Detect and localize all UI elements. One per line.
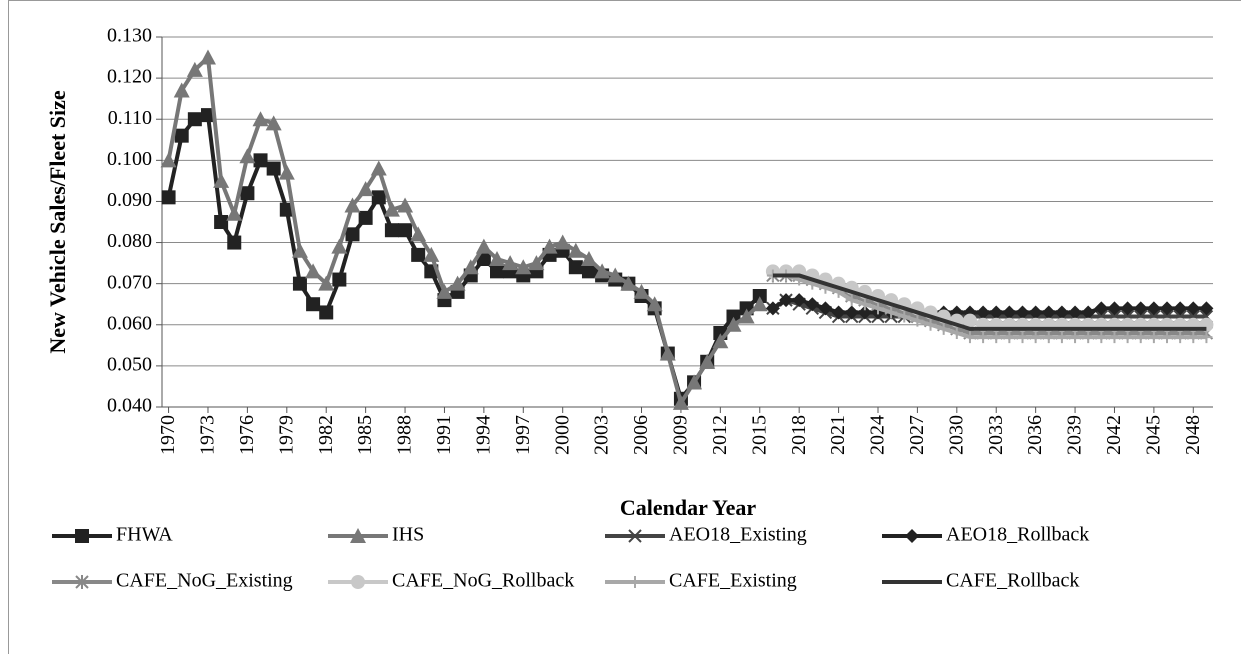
x-tick-label: 1982 xyxy=(315,415,337,455)
x-tick-label: 2024 xyxy=(867,415,889,455)
data-point xyxy=(345,227,359,241)
x-axis-title: Calendar Year xyxy=(620,495,757,520)
y-axis-title: New Vehicle Sales/Fleet Size xyxy=(45,90,70,354)
data-point xyxy=(188,112,202,126)
data-point xyxy=(319,305,333,319)
data-point xyxy=(582,264,596,278)
data-point xyxy=(267,162,281,176)
legend-marker xyxy=(75,529,89,543)
x-tick-label: 2042 xyxy=(1103,415,1125,455)
x-tick-label: 2036 xyxy=(1024,415,1046,455)
legend-marker xyxy=(351,575,365,589)
x-tick-label: 1976 xyxy=(236,415,258,455)
data-point xyxy=(359,211,373,225)
x-tick-label: 2003 xyxy=(591,415,613,455)
x-tick-label: 1985 xyxy=(354,415,376,455)
data-point xyxy=(332,273,346,287)
data-point xyxy=(385,223,399,237)
x-tick-label: 2048 xyxy=(1182,415,1204,455)
x-tick-label: 2027 xyxy=(906,415,928,455)
data-point xyxy=(398,223,412,237)
legend-label: IHS xyxy=(392,524,424,546)
data-point xyxy=(372,190,386,204)
y-tick-label: 0.040 xyxy=(107,395,152,417)
x-tick-label: 2030 xyxy=(945,415,967,455)
y-tick-label: 0.070 xyxy=(107,271,152,293)
legend-label: CAFE_NoG_Existing xyxy=(116,570,293,592)
x-tick-label: 2033 xyxy=(985,415,1007,455)
x-tick-label: 2021 xyxy=(827,415,849,455)
y-tick-label: 0.120 xyxy=(107,66,152,88)
y-tick-label: 0.080 xyxy=(107,230,152,252)
legend-label: AEO18_Existing xyxy=(669,524,807,546)
legend-label: AEO18_Rollback xyxy=(946,524,1089,546)
legend-label: CAFE_Existing xyxy=(669,570,797,592)
x-tick-label: 2015 xyxy=(748,415,770,455)
x-tick-label: 2039 xyxy=(1064,415,1086,455)
data-point xyxy=(254,153,268,167)
data-point xyxy=(569,260,583,274)
data-point xyxy=(227,236,241,250)
x-tick-label: 2009 xyxy=(670,415,692,455)
data-point xyxy=(411,248,425,262)
x-tick-label: 1970 xyxy=(157,415,179,455)
x-tick-label: 2000 xyxy=(551,415,573,455)
y-tick-label: 0.090 xyxy=(107,189,152,211)
x-tick-label: 2006 xyxy=(630,415,652,455)
data-point xyxy=(175,129,189,143)
data-point xyxy=(490,264,504,278)
x-tick-label: 2045 xyxy=(1142,415,1164,455)
legend-label: CAFE_NoG_Rollback xyxy=(392,570,574,592)
data-point xyxy=(240,186,254,200)
y-tick-label: 0.050 xyxy=(107,353,152,375)
data-point xyxy=(306,297,320,311)
x-tick-label: 1973 xyxy=(197,415,219,455)
legend-label: CAFE_Rollback xyxy=(946,570,1079,592)
data-point xyxy=(214,215,228,229)
x-tick-label: 1997 xyxy=(512,415,534,455)
y-tick-label: 0.110 xyxy=(108,107,152,129)
legend-label: FHWA xyxy=(116,524,173,546)
x-tick-label: 1979 xyxy=(275,415,297,455)
y-tick-label: 0.060 xyxy=(107,312,152,334)
data-point xyxy=(162,190,176,204)
x-tick-label: 1991 xyxy=(433,415,455,455)
y-tick-label: 0.100 xyxy=(107,148,152,170)
x-tick-label: 1988 xyxy=(394,415,416,455)
y-tick-label: 0.130 xyxy=(107,25,152,47)
x-tick-label: 1994 xyxy=(472,415,494,455)
data-point xyxy=(293,277,307,291)
x-tick-label: 2018 xyxy=(788,415,810,455)
x-tick-label: 2012 xyxy=(709,415,731,455)
